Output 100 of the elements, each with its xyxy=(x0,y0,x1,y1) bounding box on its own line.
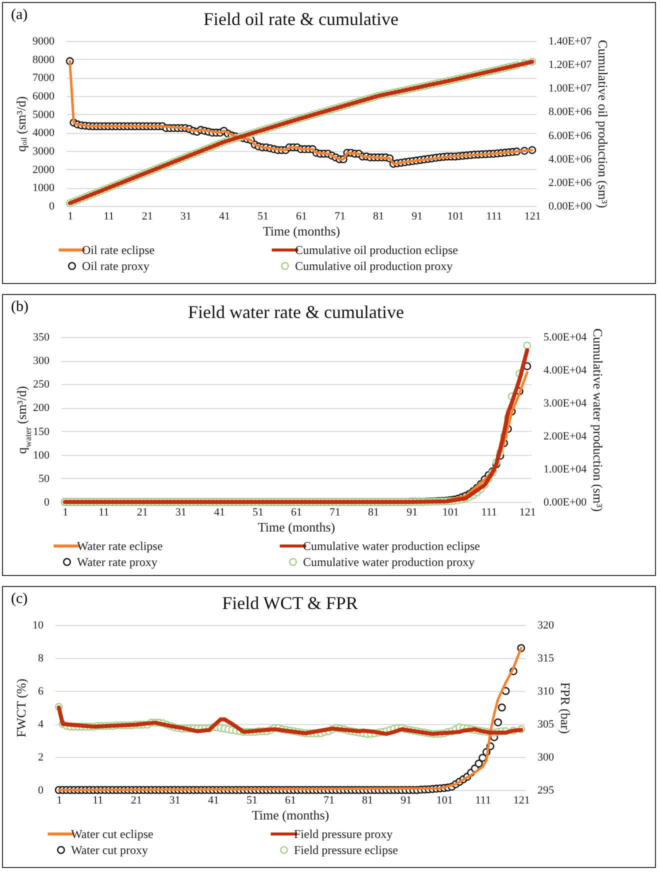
y-tick-label: 1000 xyxy=(32,182,55,194)
x-tick-label: 11 xyxy=(104,210,114,222)
y-axis-title: qₒᵢₗ (sm³/d) xyxy=(14,96,28,152)
x-tick-label: 121 xyxy=(519,506,536,518)
y2-tick-label: 0.00E+00 xyxy=(544,496,588,508)
y-tick-label: 50 xyxy=(38,472,50,485)
x-tick-label: 91 xyxy=(412,210,423,222)
y2-tick-label: 300 xyxy=(538,752,554,764)
y2-axis-title: FPR (bar) xyxy=(558,682,573,734)
chart-title: Field WCT & FPR xyxy=(222,593,358,613)
y2-tick-label: 315 xyxy=(538,652,554,664)
x-tick-label: 31 xyxy=(175,506,186,518)
y2-tick-label: 2.00E+04 xyxy=(544,430,588,442)
y-tick-label: 5000 xyxy=(32,108,55,121)
x-tick-label: 11 xyxy=(98,506,110,518)
y-tick-label: 100 xyxy=(33,449,50,462)
x-tick-label: 41 xyxy=(208,794,219,806)
chart-title: Field water rate & cumulative xyxy=(188,302,404,322)
y-tick-label: 4 xyxy=(38,718,44,730)
y2-tick-label: 320 xyxy=(538,620,554,632)
x-tick-label: 91 xyxy=(400,794,412,806)
x-axis-title: Time (months) xyxy=(258,520,336,534)
x-tick-label: 41 xyxy=(218,210,230,222)
legend-label: Cumulative oil production eclipse xyxy=(295,243,458,257)
y2-tick-label: 1.00E+07 xyxy=(548,82,592,95)
y-tick-label: 7000 xyxy=(32,72,55,84)
x-axis-title: Time (months) xyxy=(262,224,340,238)
y-tick-label: 10 xyxy=(32,620,44,632)
x-tick-label: 1 xyxy=(68,210,74,222)
x-tick-label: 101 xyxy=(447,210,464,222)
legend-label: Cumulative oil production proxy xyxy=(295,259,453,273)
y2-axis-title: Cumulative water production (sm³) xyxy=(590,328,606,512)
x-tick-label: 11 xyxy=(92,794,104,806)
x-tick-label: 111 xyxy=(475,794,491,806)
x-tick-label: 121 xyxy=(513,794,530,806)
y-tick-label: 8 xyxy=(38,652,44,664)
x-tick-label: 101 xyxy=(442,506,459,518)
chart-title: Field oil rate & cumulative xyxy=(204,9,398,29)
y-tick-label: 300 xyxy=(33,355,50,368)
y-tick-label: 0 xyxy=(38,784,44,796)
x-tick-label: 41 xyxy=(214,506,225,518)
x-tick-label: 81 xyxy=(362,794,374,806)
x-tick-label: 71 xyxy=(334,210,346,222)
y2-tick-label: 5.00E+04 xyxy=(544,332,588,344)
legend-label: Cumulative water production proxy xyxy=(303,555,475,569)
y2-tick-label: 2.00E+06 xyxy=(548,176,592,189)
y2-tick-label: 4.00E+04 xyxy=(544,364,588,376)
y2-tick-label: 305 xyxy=(538,718,554,730)
y2-tick-label: 6.00E+06 xyxy=(548,130,592,142)
y-tick-label: 150 xyxy=(33,426,50,438)
y-tick-label: 2 xyxy=(38,752,44,764)
y2-tick-label: 1.20E+07 xyxy=(548,59,592,72)
x-tick-label: 81 xyxy=(368,506,380,518)
x-tick-label: 61 xyxy=(291,506,302,518)
y2-tick-label: 4.00E+06 xyxy=(548,153,592,166)
x-tick-label: 1 xyxy=(62,506,68,518)
y2-tick-label: 3.00E+04 xyxy=(544,398,588,410)
x-tick-label: 51 xyxy=(252,506,264,518)
x-tick-label: 51 xyxy=(257,210,268,222)
y-tick-label: 6000 xyxy=(32,90,55,102)
text: (b) xyxy=(11,299,28,316)
y-tick-label: 2000 xyxy=(32,164,55,176)
legend-label: Water rate eclipse xyxy=(77,539,163,553)
x-tick-label: 51 xyxy=(246,794,258,806)
x-tick-label: 31 xyxy=(180,210,192,222)
y-tick-label: 3000 xyxy=(32,146,55,158)
x-tick-label: 61 xyxy=(296,210,307,222)
x-tick-label: 21 xyxy=(142,210,153,222)
text: (a) xyxy=(11,7,28,24)
x-tick-label: 111 xyxy=(486,210,502,222)
y-tick-label: 4000 xyxy=(32,127,55,140)
y2-tick-label: 310 xyxy=(538,686,554,698)
x-tick-label: 1 xyxy=(56,794,62,806)
x-tick-label: 71 xyxy=(324,794,335,806)
y2-tick-label: 0.00E+00 xyxy=(548,200,592,212)
y-tick-label: 9000 xyxy=(32,36,55,48)
y2-tick-label: 8.00E+06 xyxy=(548,106,592,118)
text: (c) xyxy=(11,591,28,608)
x-tick-label: 61 xyxy=(285,794,296,806)
legend-label: Oil rate proxy xyxy=(82,259,150,273)
y2-tick-label: 1.40E+07 xyxy=(548,36,592,48)
y2-tick-label: 295 xyxy=(538,784,554,796)
x-tick-label: 121 xyxy=(524,210,541,222)
legend-label: Water cut proxy xyxy=(71,843,148,857)
x-tick-label: 21 xyxy=(130,794,142,806)
x-tick-label: 71 xyxy=(330,506,341,518)
legend-label: Cumulative water production eclipse xyxy=(303,539,480,553)
y-tick-label: 8000 xyxy=(32,54,55,66)
legend-label: Field pressure eclipse xyxy=(294,843,398,857)
x-axis-title: Time (months) xyxy=(252,808,330,822)
y-tick-label: 6 xyxy=(38,686,44,698)
legend-label: Water cut eclipse xyxy=(71,827,154,841)
legend-label: Water rate proxy xyxy=(77,555,158,569)
x-tick-label: 81 xyxy=(373,210,384,222)
x-tick-label: 111 xyxy=(481,506,497,518)
y-tick-label: 200 xyxy=(33,402,50,414)
y-tick-label: 250 xyxy=(33,378,50,391)
x-tick-label: 101 xyxy=(436,794,453,806)
x-tick-label: 91 xyxy=(406,506,418,518)
legend-label: Field pressure proxy xyxy=(294,827,393,841)
